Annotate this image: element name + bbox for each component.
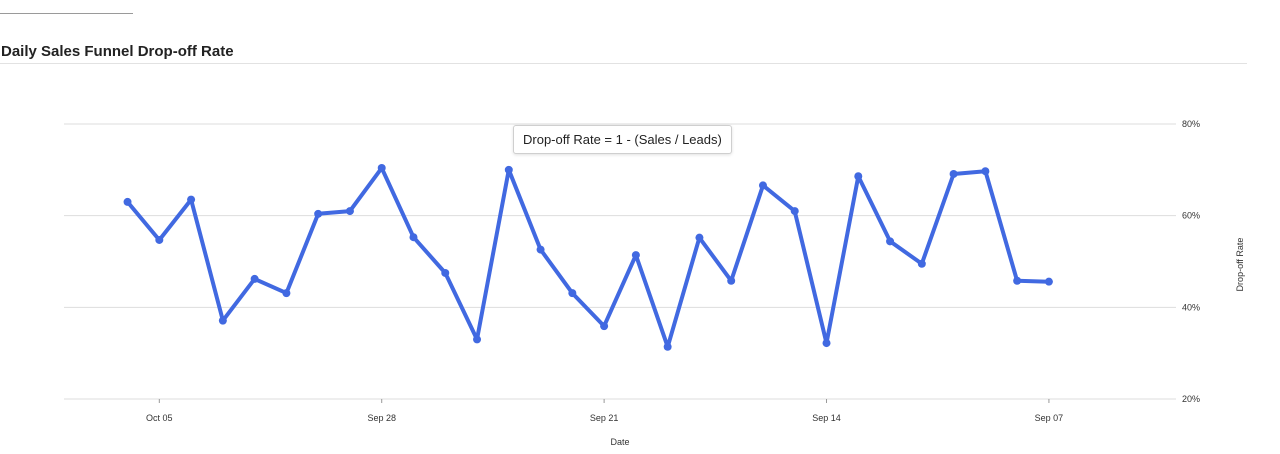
data-point <box>758 181 767 190</box>
data-point <box>1044 277 1053 286</box>
data-point <box>187 195 196 204</box>
x-tick-label: Sep 14 <box>812 413 841 423</box>
data-point <box>949 169 958 178</box>
data-point <box>822 339 831 348</box>
y-axis-ticks: 20% 40% 60% 80% <box>1182 119 1200 404</box>
y-tick-label: 80% <box>1182 119 1200 129</box>
data-point <box>727 276 736 285</box>
data-point <box>314 209 323 218</box>
data-point <box>441 268 450 277</box>
x-tick-label: Sep 07 <box>1035 413 1064 423</box>
top-divider <box>0 13 133 14</box>
x-axis-title: Date <box>610 437 629 447</box>
data-point <box>218 316 227 325</box>
y-tick-label: 60% <box>1182 211 1200 221</box>
y-tick-label: 40% <box>1182 302 1200 312</box>
data-point <box>568 289 577 298</box>
formula-tooltip: Drop-off Rate = 1 - (Sales / Leads) <box>513 125 732 154</box>
x-tick-label: Sep 21 <box>590 413 619 423</box>
y-tick-label: 20% <box>1182 394 1200 404</box>
data-point <box>981 167 990 176</box>
data-point <box>473 335 482 344</box>
series-line <box>125 166 1051 349</box>
x-tick-label: Sep 28 <box>367 413 396 423</box>
title-divider <box>0 63 1247 64</box>
data-point <box>854 172 863 181</box>
series-drop-off-rate <box>123 164 1053 351</box>
data-point <box>790 207 799 216</box>
grid-lines <box>64 123 1176 400</box>
data-point <box>663 342 672 351</box>
x-axis-ticks: Oct 05 Sep 28 Sep 21 Sep 14 Sep 07 <box>146 399 1063 423</box>
data-point <box>917 259 926 268</box>
data-point <box>1013 276 1022 285</box>
y-axis-title: Drop-off Rate <box>1235 238 1245 292</box>
data-point <box>695 233 704 242</box>
data-point <box>631 251 640 260</box>
data-point <box>886 237 895 246</box>
data-point <box>377 164 386 172</box>
data-point <box>600 322 609 331</box>
data-point <box>345 207 354 216</box>
x-tick-label: Oct 05 <box>146 413 173 423</box>
data-point <box>282 289 291 298</box>
data-point <box>409 233 418 242</box>
panel-title: Daily Sales Funnel Drop-off Rate <box>1 43 234 60</box>
data-point <box>504 165 513 174</box>
data-point <box>155 235 164 244</box>
data-point <box>123 197 132 206</box>
data-point <box>250 274 259 283</box>
data-point <box>536 245 545 254</box>
